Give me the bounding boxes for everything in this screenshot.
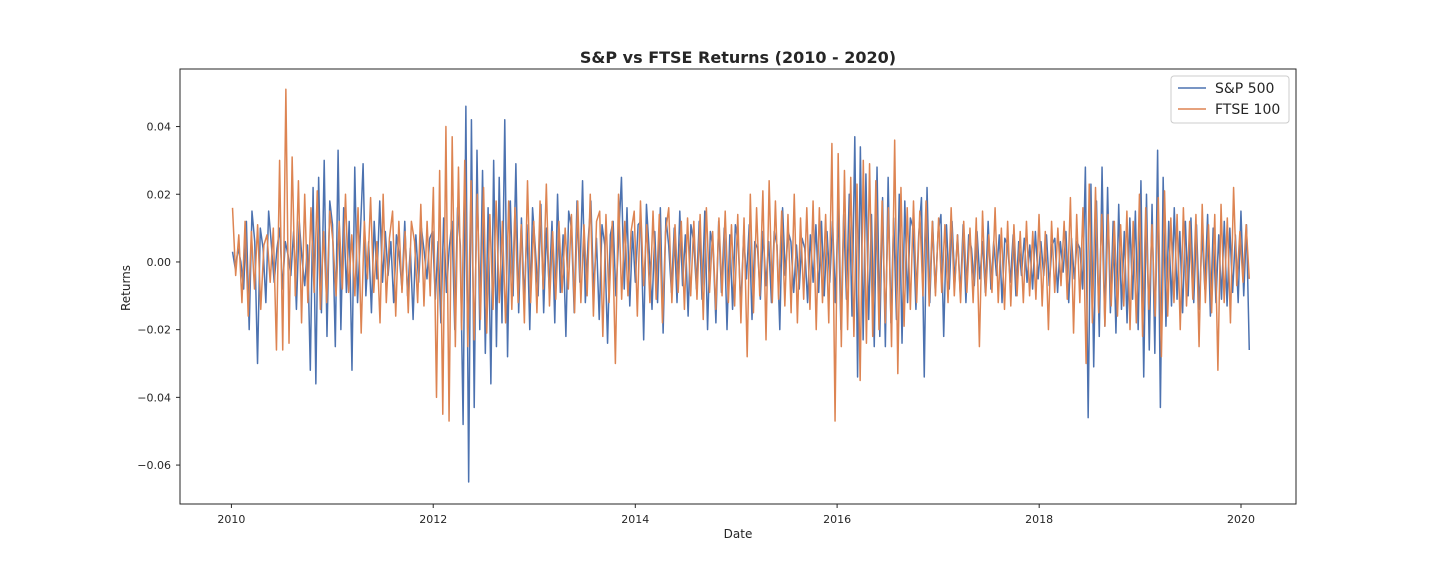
x-tick-label: 2018 — [1025, 513, 1053, 526]
x-tick-label: 2012 — [419, 513, 447, 526]
y-axis-label: Returns — [119, 265, 133, 311]
x-tick-label: 2010 — [217, 513, 245, 526]
x-axis-ticks: 2010 2012 2014 2016 2018 2020 — [217, 504, 1255, 526]
series-line-ftse100 — [231, 88, 1251, 422]
y-tick-label: −0.04 — [137, 391, 171, 404]
x-axis-label: Date — [724, 527, 753, 541]
y-tick-label: −0.02 — [137, 324, 171, 337]
x-tick-label: 2016 — [823, 513, 851, 526]
legend-label-sp500: S&P 500 — [1215, 81, 1274, 97]
y-tick-label: 0.02 — [147, 188, 172, 201]
chart-title: S&P vs FTSE Returns (2010 - 2020) — [580, 48, 896, 67]
series-line-sp500 — [231, 105, 1251, 483]
legend-label-ftse100: FTSE 100 — [1215, 102, 1280, 118]
legend: S&P 500 FTSE 100 — [1170, 75, 1290, 124]
y-tick-label: −0.06 — [137, 459, 171, 472]
y-tick-label: 0.04 — [147, 121, 172, 134]
y-tick-label: 0.00 — [147, 256, 172, 269]
x-tick-label: 2020 — [1227, 513, 1255, 526]
plot-frame — [179, 68, 1297, 505]
y-axis-ticks: −0.06 −0.04 −0.02 0.00 0.02 0.04 — [137, 121, 180, 472]
plot-area — [179, 68, 1297, 505]
x-tick-label: 2014 — [621, 513, 649, 526]
